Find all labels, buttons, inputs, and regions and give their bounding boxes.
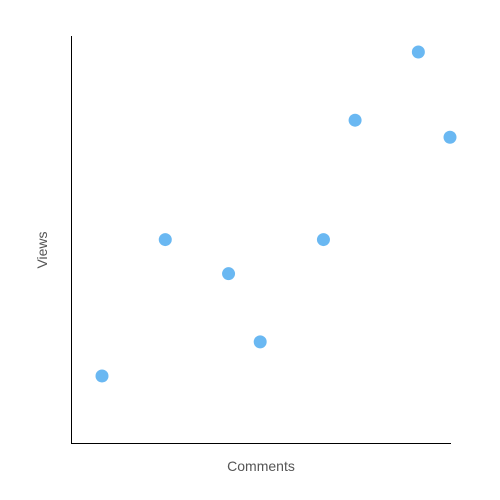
scatter-point-5 <box>316 233 330 247</box>
scatter-point-4 <box>253 335 267 349</box>
x-axis-label: Comments <box>227 458 295 474</box>
scatter-point-7 <box>411 45 425 59</box>
scatter-point-3 <box>222 267 236 281</box>
scatter-point-8 <box>443 130 457 144</box>
y-axis-label: Views <box>34 231 50 268</box>
scatter-point-1 <box>95 369 109 383</box>
scatter-point-2 <box>158 233 172 247</box>
scatter-point-6 <box>348 113 362 127</box>
points-layer <box>95 45 457 383</box>
